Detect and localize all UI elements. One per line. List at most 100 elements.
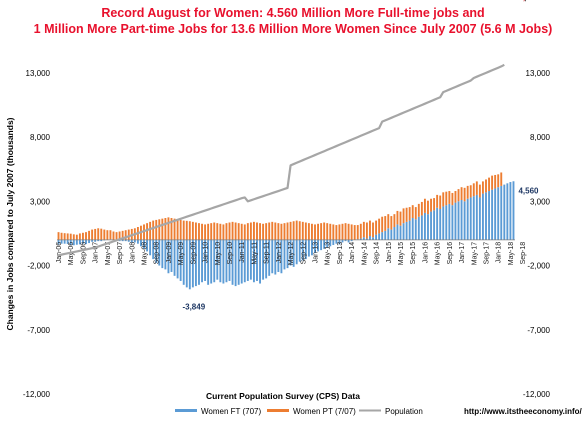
bar-women-ft [463,201,466,240]
bar-women-ft [448,203,451,240]
bar-women-pt [225,223,228,240]
bar-women-pt [323,222,326,240]
bar-women-ft [436,207,439,240]
bar-women-ft [347,239,350,243]
y-axis-label: Changes in Jobs compared to July 2007 (t… [5,117,15,330]
bar-women-ft [307,239,310,257]
bar-women-ft [161,239,164,269]
bar-women-pt [103,229,106,240]
bar-women-pt [228,222,231,240]
bar-women-ft [445,205,448,240]
bar-women-ft [140,239,142,247]
annotations: 13,6261,045 4,560 -3,849 [182,0,540,311]
bar-women-pt [344,223,347,240]
bar-women-ft [423,212,426,240]
x-tick-label: Jan-06 [56,242,63,264]
bar-women-ft [60,239,63,244]
bar-women-ft [289,239,292,266]
bar-women-ft [369,235,371,240]
bar-women-pt [445,191,448,206]
bar-women-ft [512,181,515,240]
bar-women-pt [295,220,298,240]
bar-women-pt [170,218,173,240]
bar-women-pt [350,224,353,240]
x-tick-label: Jan-15 [386,242,393,264]
x-tick-label: May-11 [251,242,258,265]
bar-women-pt [298,221,301,240]
bar-women-pt [188,221,191,240]
bar-women-pt [124,230,127,240]
bar-women-ft [143,239,145,249]
bar-women-pt [365,222,368,239]
bar-women-pt [237,223,240,240]
bar-women-ft [152,239,155,260]
bar-women-pt [329,223,332,240]
bar-women-ft [405,221,408,240]
bar-women-ft [234,239,237,287]
x-tick-label: Sep-09 [190,242,197,265]
bar-women-pt [463,187,466,202]
bar-women-pt [500,172,503,186]
bar-women-pt [289,221,292,240]
bar-women-ft [198,239,200,285]
bar-women-ft [237,239,240,285]
bar-women-ft [85,239,87,245]
bar-women-ft [491,189,494,240]
bar-women-pt [252,221,255,240]
bar-women-ft [277,239,280,272]
bar-women-pt [63,233,66,240]
bar-women-ft [457,201,460,240]
x-tick-label: Sep-17 [483,242,490,265]
bar-women-ft [280,239,283,274]
bar-women-ft [469,197,472,240]
bar-women-pt [82,232,84,240]
chart-title-line-1: Record August for Women: 4.560 Million M… [101,6,484,20]
bar-women-ft [396,224,399,240]
bar-women-pt [115,232,118,240]
bar-women-ft [91,239,94,242]
bar-women-pt [378,218,381,234]
bar-women-ft [485,192,487,240]
bar-women-ft [167,239,170,274]
y-tick-right: -7,000 [527,326,550,335]
bar-women-ft [133,239,136,243]
bar-women-ft [326,239,329,248]
population-line-group [58,63,505,257]
bar-women-pt [262,223,265,240]
bar-women-pt [66,233,69,240]
x-tick-label: Sep-11 [264,242,271,264]
bar-women-pt [341,223,344,240]
bar-women-ft [344,239,347,242]
legend-swatch-women-ft [175,409,197,412]
bar-women-ft [173,239,176,276]
bar-women-ft [88,239,90,244]
bar-women-ft [136,239,139,244]
bar-women-ft [506,183,509,240]
bar-women-ft [298,239,301,262]
y-tick-left: -12,000 [23,390,51,399]
bar-women-pt [57,232,60,240]
bar-women-pt [399,211,402,226]
x-tick-label: Sep-12 [300,242,307,265]
bar-women-ft [430,211,432,240]
bar-women-pt [307,223,310,240]
x-tick-label: May-10 [215,242,222,265]
bar-women-ft [317,239,319,252]
bar-women-pt [146,223,149,240]
legend-label-women-pt: Women PT (7/07) [293,407,356,416]
x-tick-label: Sep-08 [154,242,161,265]
bar-women-pt [127,229,130,240]
bar-women-pt [356,225,359,240]
bar-women-ft [497,187,500,240]
bar-women-pt [100,228,103,240]
bar-women-pt [194,222,197,240]
bar-women-ft [213,239,216,283]
bar-women-ft [451,205,454,240]
x-tick-label: May-16 [435,242,442,265]
bar-women-pt [249,222,252,240]
y-tick-left: 13,000 [26,69,51,78]
y-tick-right: -12,000 [523,390,551,399]
bar-women-ft [292,239,295,267]
bar-women-ft [179,239,182,281]
bar-women-ft [408,220,411,240]
